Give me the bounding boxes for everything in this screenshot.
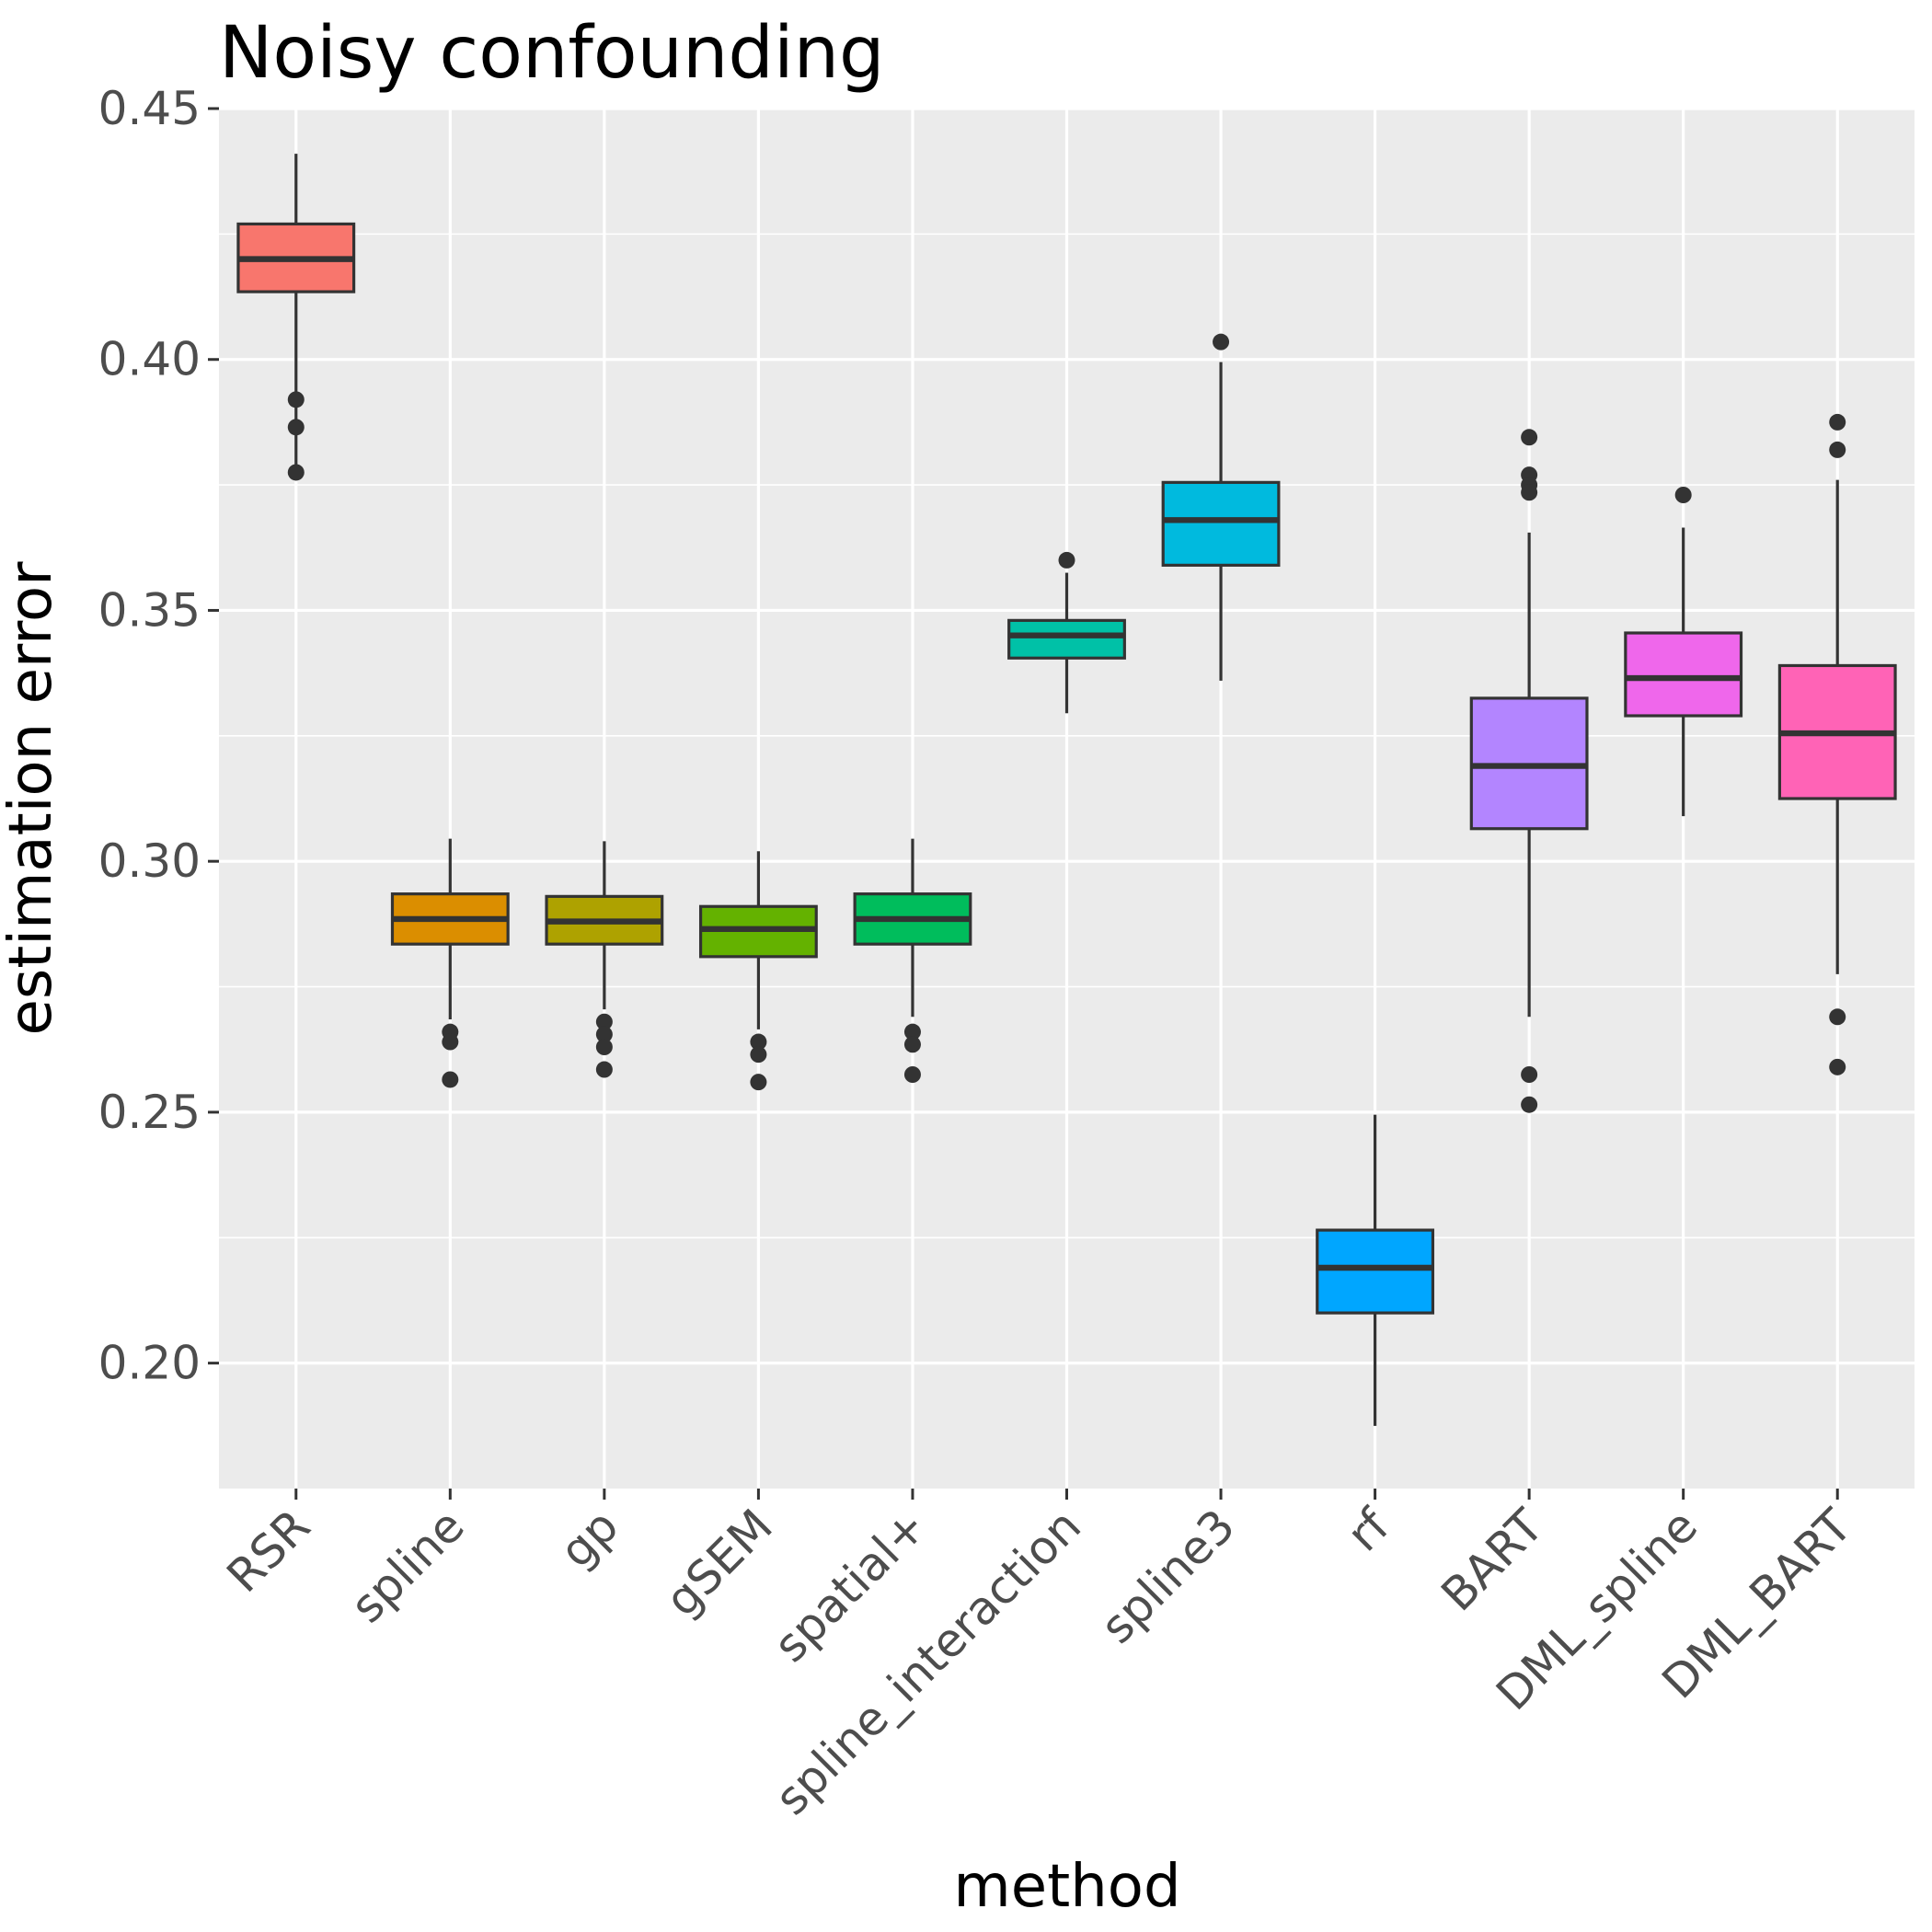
x-tick-label: gp [549,1499,628,1578]
box-body [1161,480,1281,567]
outlier-point [287,419,305,436]
outlier-point [595,1061,613,1078]
x-tick-label: BART [1432,1499,1554,1621]
box-gSEM [698,851,818,1091]
y-tick-label: 0.25 [98,1086,201,1139]
outlier-point [287,464,305,481]
outlier-point [595,1013,613,1030]
box-DML_spline [1624,487,1743,817]
x-tick-label: spline3 [1090,1499,1245,1653]
y-axis-title: estimation error [0,561,65,1036]
y-tick-label: 0.35 [98,583,201,637]
box-rf [1316,1114,1435,1426]
x-axis: RSR spline gp gSEMspatial+spline_interactio… [217,1489,1862,1825]
outlier-point [1829,1058,1846,1075]
y-tick-label: 0.30 [98,834,201,888]
outlier-point [1829,1008,1846,1026]
y-tick-label: 0.45 [98,82,201,135]
box-spatial+ [853,838,972,1083]
y-axis: 0.20 0.25 0.30 0.35 0.40 0.45 [98,82,219,1390]
box-group [236,154,1897,1426]
outlier-point [1058,551,1075,569]
outlier-point [750,1046,767,1064]
outlier-point [1521,1096,1538,1113]
box-spline_interaction [1007,551,1126,714]
outlier-point [750,1074,767,1091]
outlier-point [1521,429,1538,446]
box-body [1624,631,1743,718]
outlier-point [1213,333,1230,351]
y-tick-label: 0.20 [98,1337,201,1390]
box-DML_BART [1777,413,1897,1075]
outlier-point [1674,487,1692,503]
box-gp [545,841,664,1078]
box-spline [390,838,510,1088]
x-axis-title: method [953,1853,1180,1921]
x-tick-label: gSEM [655,1499,783,1627]
box-body [1007,618,1126,660]
outlier-point [1829,413,1846,431]
outlier-point [442,1071,459,1088]
outlier-point [750,1033,767,1051]
outlier-point [287,391,305,408]
box-spline3 [1161,333,1281,681]
outlier-point [1829,441,1846,458]
y-tick-label: 0.40 [98,333,201,386]
x-tick-label: RSR [217,1499,321,1603]
box-body [1316,1228,1435,1315]
outlier-point [903,1023,921,1041]
outlier-point [1521,1066,1538,1083]
chart-title: Noisy confounding [219,12,885,95]
outlier-point [1521,484,1538,501]
outlier-point [903,1036,921,1053]
outlier-point [595,1026,613,1043]
x-tick-label: spline [340,1499,475,1633]
x-tick-label: spline_interaction [765,1499,1091,1825]
outlier-point [903,1066,921,1083]
x-tick-label: rf [1337,1498,1400,1561]
box-BART [1469,429,1589,1113]
box-RSR [236,154,356,481]
outlier-point [595,1039,613,1055]
outlier-point [442,1033,459,1051]
